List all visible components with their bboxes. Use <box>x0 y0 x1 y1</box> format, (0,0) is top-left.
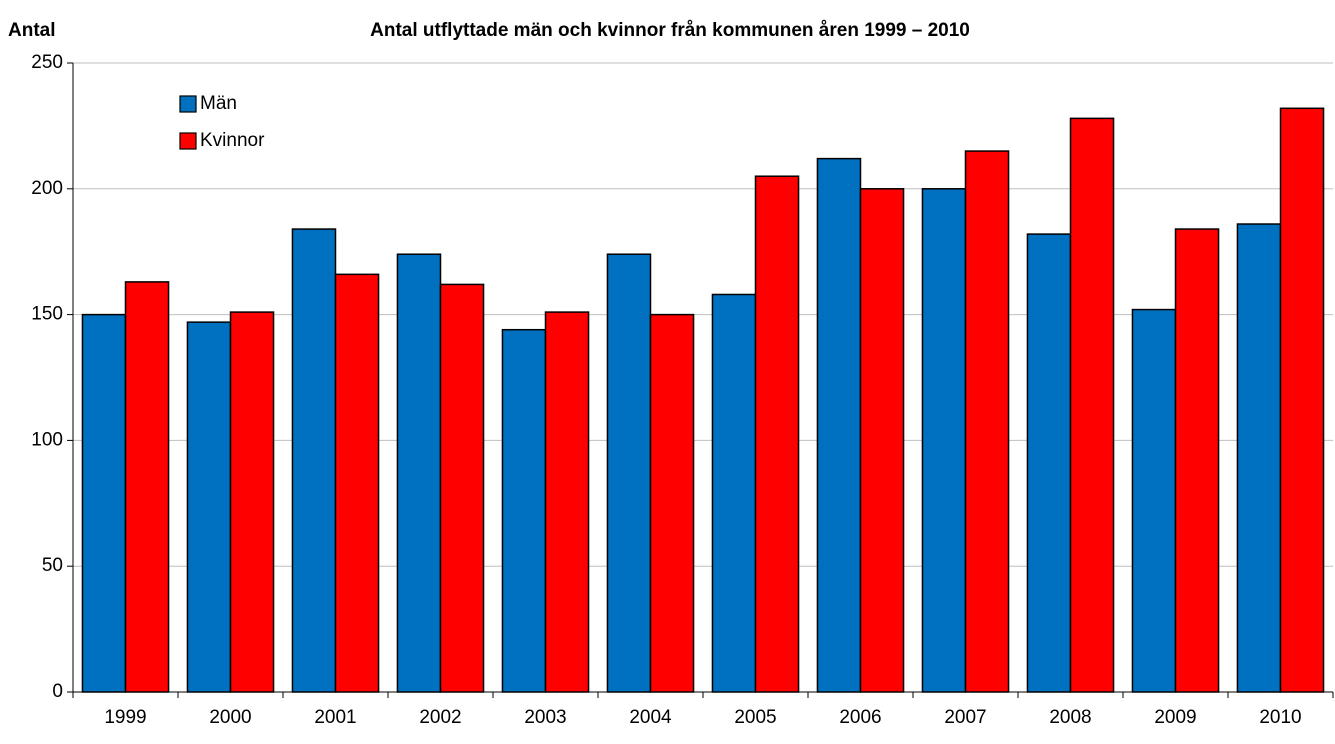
y-tick-label: 150 <box>31 304 63 325</box>
bar <box>1026 233 1072 693</box>
bar <box>334 273 380 693</box>
bar <box>396 253 442 693</box>
bar <box>859 188 905 693</box>
y-tick-label: 250 <box>31 52 63 73</box>
x-tick-label: 2007 <box>944 707 986 728</box>
bar <box>754 175 800 693</box>
x-tick-label: 2006 <box>839 707 881 728</box>
bar <box>816 157 862 693</box>
bar <box>921 188 967 693</box>
y-tick-label: 100 <box>31 429 63 450</box>
bar <box>81 313 127 693</box>
bar <box>1279 107 1325 693</box>
x-tick-label: 1999 <box>104 707 146 728</box>
x-tick-label: 2010 <box>1259 707 1301 728</box>
y-tick-label: 50 <box>42 555 63 576</box>
bar <box>291 228 337 693</box>
bar <box>439 283 485 693</box>
x-tick-label: 2003 <box>524 707 566 728</box>
x-tick-label: 2002 <box>419 707 461 728</box>
y-tick-label: 200 <box>31 178 63 199</box>
bar <box>229 311 275 693</box>
bar <box>649 313 695 693</box>
legend-label: Kvinnor <box>200 130 265 151</box>
bar <box>1069 117 1115 693</box>
bar <box>1174 228 1220 693</box>
bar <box>501 328 547 693</box>
bar <box>964 150 1010 693</box>
x-tick-label: 2000 <box>209 707 251 728</box>
bar <box>606 253 652 693</box>
bar <box>1236 223 1282 693</box>
y-axis-label: Antal <box>8 20 56 41</box>
x-tick-label: 2004 <box>629 707 672 728</box>
chart-title: Antal utflyttade män och kvinnor från ko… <box>370 20 970 41</box>
y-tick-label: 0 <box>52 681 63 702</box>
x-tick-label: 2005 <box>734 707 776 728</box>
bar <box>186 321 232 693</box>
legend-swatch <box>179 95 197 113</box>
bar <box>1131 308 1177 693</box>
x-tick-label: 2008 <box>1049 707 1091 728</box>
bar <box>711 293 757 693</box>
legend-label: Män <box>200 93 237 114</box>
x-tick-label: 2001 <box>314 707 356 728</box>
bar <box>544 311 590 693</box>
legend-swatch <box>179 132 197 150</box>
x-tick-label: 2009 <box>1154 707 1196 728</box>
bar <box>124 281 170 693</box>
